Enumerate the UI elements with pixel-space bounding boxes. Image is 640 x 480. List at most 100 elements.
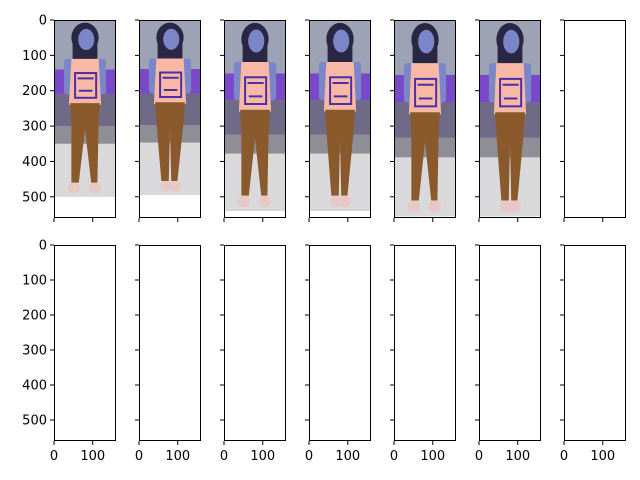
pants [325,109,355,196]
gravel [479,137,541,158]
subplot-image [479,20,541,217]
y-tick-label: 100 [22,274,47,289]
axes-frame [394,245,456,441]
left-shoe [237,195,251,208]
subplot-r1-c2: 0 100 [220,244,286,464]
left-shoe [407,200,421,213]
x-tick-label: 0 [220,449,228,464]
subplot-image [224,20,286,211]
pants [70,103,100,183]
subplot-r0-c5 [475,19,541,222]
x-tick-label: 0 [390,449,398,464]
x-tick-label: 0 [135,449,143,464]
axes-frame [139,245,201,441]
subplot-r0-c4 [390,19,456,222]
right-shoe [508,200,522,213]
pants [495,112,525,201]
subplot-r1-c5: 0 100 [475,244,541,464]
face [418,29,435,54]
tank-top [68,58,102,105]
tank-top [153,58,187,105]
left-shoe [160,181,173,192]
subplot-r0-c3 [305,19,371,222]
y-tick-label: 100 [22,49,47,64]
left-shoe [67,182,81,194]
x-tick-label: 100 [80,449,105,464]
subplot-r1-c4: 0 100 [390,244,456,464]
tank-top [493,63,527,115]
pants [155,102,185,182]
subplot-r1-c3: 0 100 [305,244,371,464]
subplot-r0-c6 [560,19,626,222]
tank-top [323,62,357,112]
face [248,29,265,53]
subplot-r1-c0: 0 100 200 300 400 500 0 100 [22,239,116,464]
axes-frame [564,245,626,441]
pants [410,112,440,201]
pavement [224,153,286,211]
axes-frame [309,245,371,441]
axes-frame [139,20,201,218]
shirt-print [499,77,523,108]
right-shoe [258,195,272,208]
x-tick-label: 100 [590,449,615,464]
right-shoe [428,200,442,213]
subplot-image [394,20,456,217]
x-tick-label: 0 [475,449,483,464]
y-tick-label: 0 [39,14,47,29]
gravel [139,125,201,143]
pavement [394,157,456,217]
y-tick-label: 200 [22,84,47,99]
gravel [309,134,371,154]
axes-frame [224,245,286,441]
x-tick-label: 0 [560,449,568,464]
tank-top [408,63,442,115]
shirt-print [414,77,438,108]
x-tick-label: 0 [50,449,58,464]
right-shoe [338,195,352,208]
x-tick-label: 100 [335,449,360,464]
subplot-r1-c6: 0 100 [560,244,626,464]
shirt-print [159,71,183,99]
left-shoe [500,200,513,213]
x-tick-label: 100 [505,449,530,464]
shirt-print [244,76,268,106]
left-shoe [330,195,343,208]
subplot-image [309,20,371,211]
subplot-r0-c1 [135,19,201,222]
gravel [394,137,456,158]
face [78,28,95,51]
shirt-print [74,72,98,99]
axes-frame [564,20,626,218]
axes-frame [479,20,541,218]
axes-frame [309,20,371,218]
x-tick-label: 0 [305,449,313,464]
right-shoe [168,181,182,192]
pants [240,109,270,196]
pavement [54,143,116,197]
x-tick-label: 100 [250,449,275,464]
subplot-image [54,20,116,197]
face [333,29,350,53]
x-tick-label: 100 [420,449,445,464]
y-tick-label: 400 [22,155,47,170]
face [163,28,180,50]
y-tick-label: 500 [22,414,47,429]
x-tick-label: 100 [165,449,190,464]
axes-frame [479,245,541,441]
right-shoe [88,182,102,194]
y-tick-label: 300 [22,120,47,135]
subplot-image [139,20,201,196]
subplot-r0-c2 [220,19,286,222]
y-tick-label: 300 [22,344,47,359]
gravel [54,126,116,144]
y-tick-label: 400 [22,379,47,394]
face [503,29,520,54]
shirt-print [329,76,353,106]
subplot-r0-c0: 0 100 200 300 400 500 [22,14,116,222]
axes-frame [54,245,116,441]
y-tick-label: 500 [22,190,47,205]
axes-frame [54,20,116,218]
axes-frame [224,20,286,218]
